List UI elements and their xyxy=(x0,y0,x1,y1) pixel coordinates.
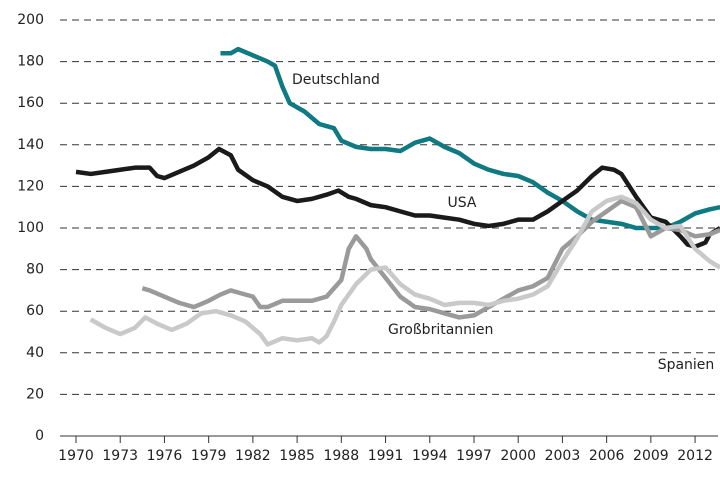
x-tick-label: 1973 xyxy=(102,448,138,464)
series-line xyxy=(75,146,720,249)
x-tick-label: 2003 xyxy=(545,448,581,464)
x-tick-label: 1994 xyxy=(412,448,448,464)
y-tick-label: 100 xyxy=(17,220,44,236)
series-line xyxy=(141,198,720,320)
y-tick-label: 180 xyxy=(17,54,44,70)
x-tick-label: 2000 xyxy=(500,448,536,464)
series-label: USA xyxy=(448,195,477,211)
x-tick-label: 2009 xyxy=(633,448,669,464)
x-tick-label: 1985 xyxy=(279,448,315,464)
x-tick-label: 1976 xyxy=(147,448,183,464)
y-tick-label: 80 xyxy=(26,262,44,278)
y-tick-label: 60 xyxy=(26,303,44,319)
x-tick-label: 1982 xyxy=(235,448,271,464)
x-tick-label: 2012 xyxy=(677,448,713,464)
y-tick-label: 200 xyxy=(17,12,44,28)
x-tick-label: 1988 xyxy=(323,448,359,464)
x-tick-label: 2006 xyxy=(589,448,625,464)
x-tick-label: 1979 xyxy=(191,448,227,464)
series-label: Spanien xyxy=(658,357,715,373)
series-line xyxy=(89,194,720,347)
y-tick-label: 20 xyxy=(26,386,44,402)
series-label: Großbritannien xyxy=(388,322,493,338)
y-tick-label: 0 xyxy=(35,428,44,444)
x-tick-label: 1991 xyxy=(368,448,404,464)
y-tick-label: 40 xyxy=(26,345,44,361)
series-line xyxy=(220,46,720,231)
y-tick-label: 120 xyxy=(17,178,44,194)
y-tick-label: 160 xyxy=(17,95,44,111)
series-label: Deutschland xyxy=(292,72,380,88)
y-tick-label: 140 xyxy=(17,137,44,153)
x-tick-label: 1997 xyxy=(456,448,492,464)
x-tick-label: 1970 xyxy=(58,448,94,464)
